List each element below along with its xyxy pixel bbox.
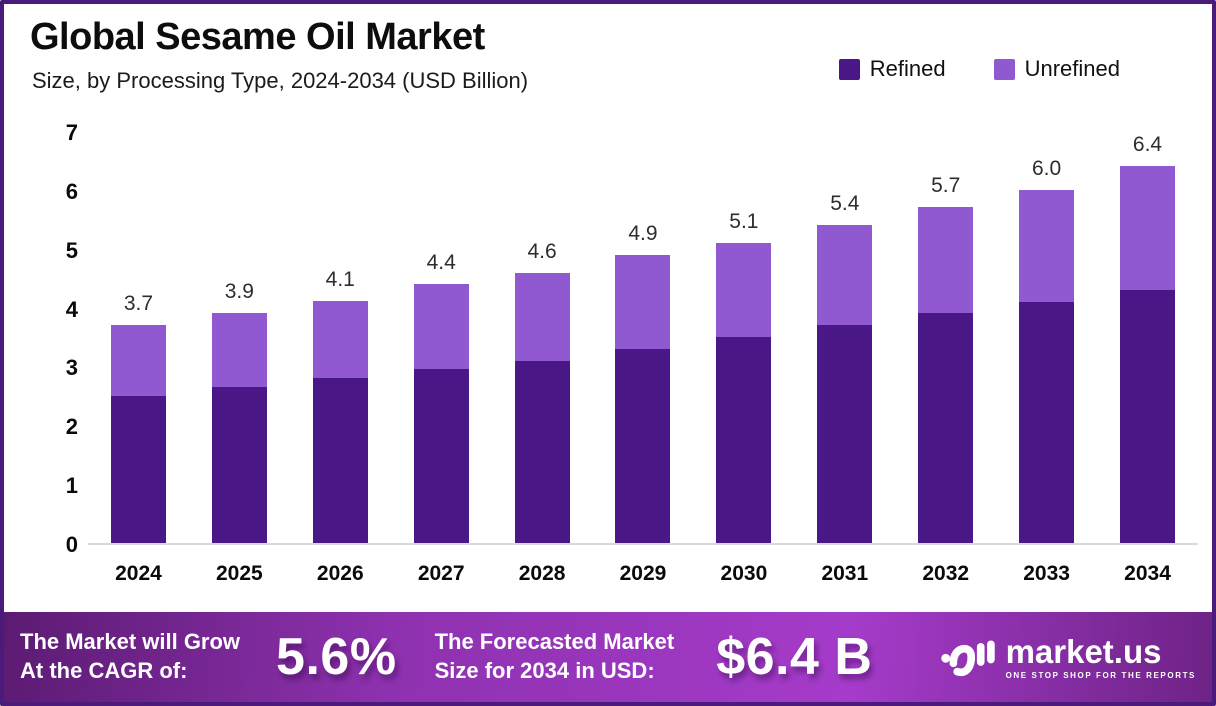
x-label-2031: 2031 <box>821 562 869 585</box>
bar-segment-refined-2027 <box>413 369 469 543</box>
bar-group-2025: 3.9 <box>211 280 267 543</box>
bar-group-2029: 4.9 <box>615 222 671 543</box>
bar-segment-unrefined-2034 <box>1120 166 1176 290</box>
bar-group-2034: 6.4 <box>1120 133 1176 543</box>
bar-total-label-2026: 4.1 <box>325 268 355 291</box>
bar-segment-unrefined-2024 <box>110 325 166 396</box>
bar-total-label-2024: 3.7 <box>123 292 154 315</box>
cagr-label: The Market will Grow At the CAGR of: <box>20 628 240 685</box>
brand-text: market.us ONE STOP SHOP FOR THE REPORTS <box>1006 635 1196 680</box>
bar-group-2028: 4.6 <box>514 240 570 543</box>
bar-group-2026: 4.1 <box>312 268 368 543</box>
bar-segment-refined-2026 <box>312 378 368 543</box>
x-label-2032: 2032 <box>922 562 970 585</box>
bar-total-label-2028: 4.6 <box>527 240 557 263</box>
x-label-2026: 2026 <box>316 562 364 585</box>
y-tick-1: 1 <box>65 473 78 499</box>
unrefined-swatch-icon <box>993 58 1015 80</box>
y-tick-7: 7 <box>65 120 78 145</box>
bar-segment-refined-2029 <box>615 349 671 543</box>
bar-segment-refined-2025 <box>211 387 267 543</box>
bar-segment-refined-2024 <box>110 396 166 543</box>
cagr-label-line2: At the CAGR of: <box>20 658 188 683</box>
brand-name: market.us <box>1005 632 1162 670</box>
bar-total-label-2025: 3.9 <box>224 280 254 303</box>
x-label-2033: 2033 <box>1023 562 1070 585</box>
bar-group-2032: 5.7 <box>918 174 974 543</box>
bar-group-2031: 5.4 <box>817 192 873 543</box>
plot-area: 3.7 3.9 4.1 4.4 4.6 4.9 5.1 5.4 5.7 6.0 6.4 <box>88 133 1198 545</box>
y-tick-4: 4 <box>65 296 78 322</box>
legend-item-refined: Refined <box>838 56 946 82</box>
bar-total-label-2030: 5.1 <box>729 210 759 233</box>
bar-total-label-2029: 4.9 <box>628 222 658 245</box>
bar-segment-refined-2034 <box>1120 290 1176 543</box>
y-tick-0: 0 <box>65 532 78 557</box>
bar-total-label-2034: 6.4 <box>1132 133 1163 156</box>
page-title: Global Sesame Oil Market <box>30 16 485 58</box>
bar-segment-refined-2031 <box>817 325 873 543</box>
forecast-value: $6.4 B <box>716 628 873 686</box>
bar-segment-unrefined-2033 <box>1019 190 1075 302</box>
page-subtitle: Size, by Processing Type, 2024-2034 (USD… <box>32 68 529 93</box>
bar-segment-unrefined-2029 <box>615 255 671 349</box>
y-tick-5: 5 <box>65 237 78 263</box>
y-tick-6: 6 <box>65 178 78 204</box>
y-axis: 0 1 2 3 4 5 6 7 <box>32 120 78 557</box>
legend-label-refined: Refined <box>869 56 946 81</box>
x-label-2028: 2028 <box>518 562 566 585</box>
bar-segment-unrefined-2028 <box>514 273 570 361</box>
marketus-logo-icon <box>940 640 995 677</box>
bar-segment-unrefined-2032 <box>918 207 974 313</box>
bar-total-label-2033: 6.0 <box>1032 157 1062 180</box>
bar-group-2024: 3.7 <box>110 292 166 543</box>
bar-segment-unrefined-2031 <box>817 225 873 325</box>
bar-total-label-2032: 5.7 <box>931 174 961 197</box>
bar-segment-refined-2032 <box>918 313 974 543</box>
bar-segment-unrefined-2027 <box>413 284 469 369</box>
bar-total-label-2027: 4.4 <box>426 251 456 274</box>
bar-group-2030: 5.1 <box>716 210 772 543</box>
forecast-label: The Forecasted Market Size for 2034 in U… <box>435 628 675 685</box>
x-label-2024: 2024 <box>115 562 162 585</box>
legend-item-unrefined: Unrefined <box>993 56 1120 82</box>
x-label-2034: 2034 <box>1124 562 1171 585</box>
bar-segment-unrefined-2026 <box>312 301 368 378</box>
bar-segment-unrefined-2025 <box>211 313 267 387</box>
x-label-2025: 2025 <box>216 562 263 585</box>
bar-segment-refined-2028 <box>514 361 570 543</box>
x-label-2027: 2027 <box>417 562 465 585</box>
forecast-label-line1: The Forecasted Market <box>434 629 675 655</box>
cagr-value: 5.6% <box>276 628 397 686</box>
bar-group-2027: 4.4 <box>413 251 469 543</box>
bar-segment-refined-2033 <box>1019 302 1075 543</box>
bar-segment-unrefined-2030 <box>716 243 772 337</box>
legend: Refined Unrefined <box>838 56 1120 82</box>
footer-banner: The Market will Grow At the CAGR of: 5.6… <box>4 612 1212 702</box>
y-tick-2: 2 <box>65 414 78 440</box>
refined-swatch-icon <box>838 58 860 80</box>
bar-segment-refined-2030 <box>716 337 772 543</box>
forecast-label-line2: Size for 2034 in USD: <box>434 658 655 683</box>
y-tick-3: 3 <box>65 355 78 381</box>
brand-logo: market.us ONE STOP SHOP FOR THE REPORTS <box>940 634 1196 680</box>
x-label-2029: 2029 <box>619 562 667 585</box>
bar-group-2033: 6.0 <box>1019 157 1075 543</box>
legend-label-unrefined: Unrefined <box>1024 56 1120 81</box>
x-label-2030: 2030 <box>720 562 768 585</box>
brand-tagline: ONE STOP SHOP FOR THE REPORTS <box>1005 670 1196 680</box>
cagr-label-line1: The Market will Grow <box>20 629 241 655</box>
bar-total-label-2031: 5.4 <box>830 192 860 215</box>
x-axis: 2024 2025 2026 2027 2028 2029 2030 2031 2032 2033… <box>88 562 1198 586</box>
